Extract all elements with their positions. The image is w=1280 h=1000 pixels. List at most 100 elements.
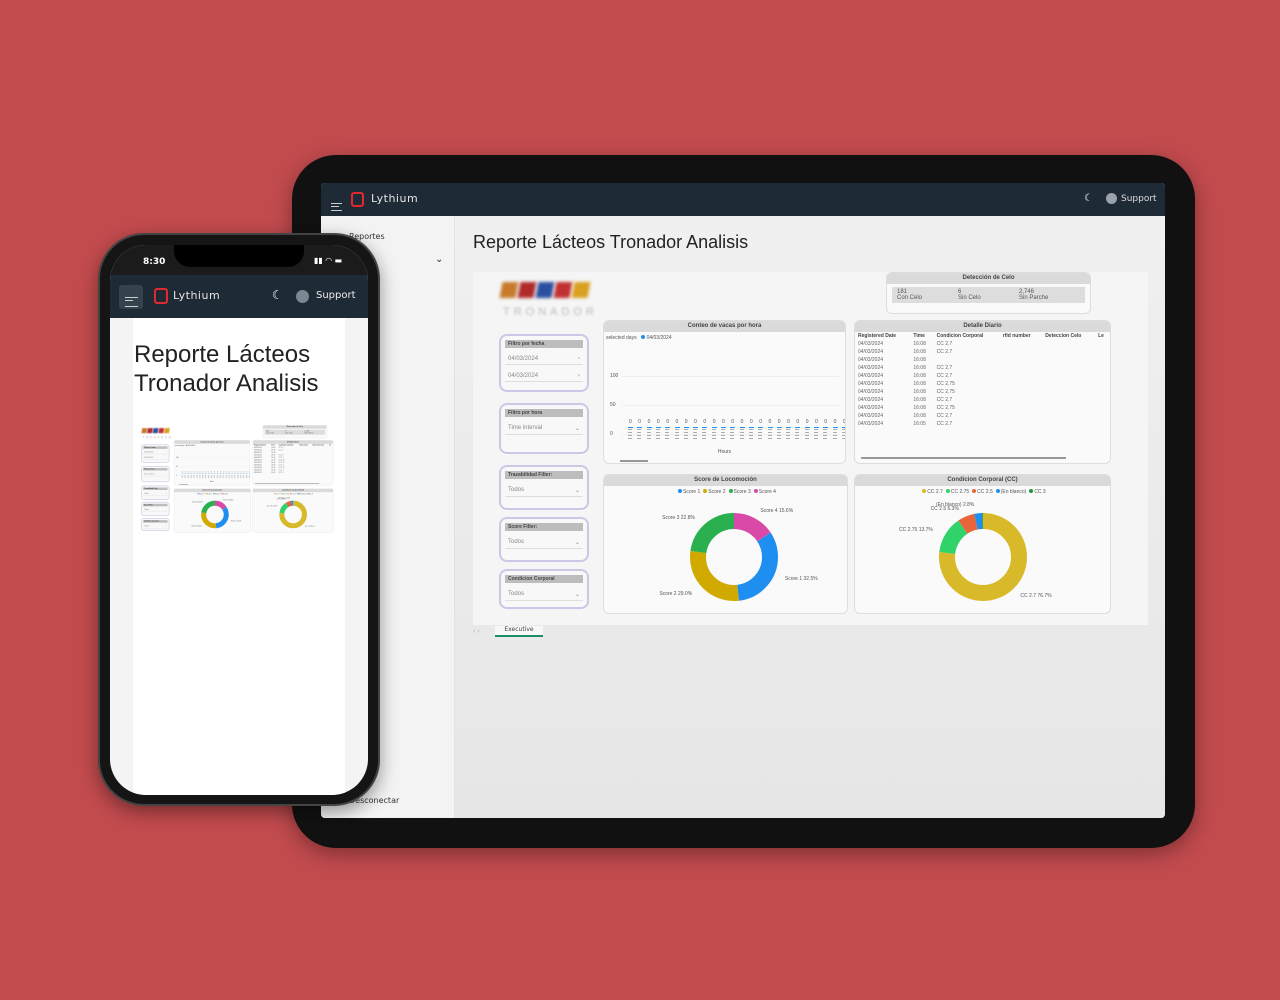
scrollbar[interactable]: [254, 483, 320, 484]
metric-label: Sin Celo: [285, 432, 293, 435]
donut-slice[interactable]: [279, 500, 307, 529]
scrollbar[interactable]: [861, 457, 1066, 459]
column-header[interactable]: Deteccion Celo: [312, 444, 325, 447]
scrollbar[interactable]: [179, 484, 188, 485]
chevron-down-icon[interactable]: ⌄: [435, 254, 444, 265]
tab-nav-arrows[interactable]: ‹ ›: [473, 628, 480, 635]
bar: [683, 427, 689, 428]
donut-slice[interactable]: [201, 500, 229, 529]
table-cell: 16:08: [271, 464, 276, 467]
column-header[interactable]: Condicion Corporal: [278, 444, 294, 447]
table-cell: [1000, 348, 1110, 356]
table-cell: 04/03/2024: [253, 466, 262, 469]
sidebar-item-desconectar[interactable]: Desconectar: [349, 796, 400, 805]
donut-slice[interactable]: [690, 513, 778, 601]
legend-item: CC 2.75: [950, 489, 970, 495]
table-cell: [1000, 412, 1110, 420]
support-link[interactable]: Support: [1121, 194, 1157, 204]
legend-label: selected days: [606, 335, 637, 341]
filter-value: 04/03/2024: [508, 373, 539, 379]
column-header[interactable]: Time: [913, 333, 925, 339]
table-cell: CC 2.7: [936, 349, 953, 355]
logo-shape: [535, 282, 555, 298]
bar: [693, 427, 699, 428]
table-row: 04/03/2024 16:08 CC 2.7: [253, 464, 333, 467]
x-tick-label: [181, 474, 183, 479]
x-tick-label: [776, 429, 781, 441]
menu-button[interactable]: [119, 285, 143, 309]
filter-dropdown[interactable]: Todos ⌄: [143, 508, 168, 512]
column-header[interactable]: Condicion Corporal: [936, 333, 984, 339]
x-tick-label: [196, 474, 198, 479]
legend-item: CC 3: [1034, 489, 1046, 495]
card-title: Conteo de vacas por hora: [174, 440, 250, 444]
table-cell: 16:08: [271, 466, 276, 469]
filter-dropdown[interactable]: Todos ⌄: [143, 492, 168, 496]
moon-icon[interactable]: ☾: [1084, 193, 1093, 204]
moon-icon[interactable]: ☾: [272, 288, 283, 302]
y-tick-label: 0: [610, 431, 613, 437]
filter-value: Todos: [143, 492, 150, 495]
date-input[interactable]: 04/03/2024 ▫: [143, 451, 168, 455]
x-tick-label: [628, 429, 632, 441]
chevron-down-icon: ⌄: [574, 592, 580, 598]
column-header[interactable]: Registered Date: [253, 444, 266, 447]
column-header[interactable]: Time: [271, 444, 275, 447]
sidebar-item-reportes[interactable]: Reportes: [349, 232, 385, 241]
table-cell: 04/03/2024: [253, 459, 262, 462]
celo-metric: 2,746 Sin Parche: [304, 430, 323, 434]
data-label: CC 2.5 6.3%: [930, 506, 959, 513]
menu-icon[interactable]: [331, 203, 342, 211]
scrollbar[interactable]: [620, 460, 648, 462]
column-header[interactable]: Le: [329, 444, 332, 447]
column-header[interactable]: rfid number: [299, 444, 309, 447]
filter-dropdown[interactable]: Todos ⌄: [505, 589, 583, 601]
x-tick-label: [225, 474, 227, 479]
donut-chart: [279, 500, 307, 529]
table-cell: CC 2.7: [278, 456, 284, 459]
donut-slice[interactable]: [201, 500, 229, 529]
table-cell: 04/03/2024: [858, 421, 884, 427]
x-tick-label: [205, 474, 207, 479]
filter-card: Filtro por hora Time interval ⌄: [141, 466, 170, 483]
logo-text: TRONADOR: [142, 435, 173, 440]
filter-dropdown[interactable]: Todos ⌄: [505, 485, 583, 497]
table-row: 04/03/2024 16:08 CC 2.7: [855, 412, 1110, 420]
x-tick-label: [240, 474, 242, 479]
column-header[interactable]: Registered Date: [858, 333, 897, 339]
card-title: Condicion Corporal (CC): [252, 488, 334, 493]
support-link[interactable]: Support: [316, 290, 356, 301]
table-cell: CC 2.7: [278, 471, 284, 474]
column-header[interactable]: Deteccion Celo: [1045, 333, 1082, 339]
table-cell: [1000, 364, 1110, 372]
column-header[interactable]: Le: [1098, 333, 1104, 339]
donut-slice[interactable]: [690, 513, 778, 601]
celo-card: Detección de Celo 181 Con Celo 6 Sin Celo 2,7…: [262, 425, 328, 439]
x-tick-label: [665, 429, 670, 441]
x-tick-label: [228, 474, 230, 479]
table-cell: 04/03/2024: [253, 449, 262, 452]
date-input[interactable]: 04/03/2024 ▫: [505, 371, 583, 382]
x-tick-label: [711, 429, 716, 441]
x-tick-label: [210, 474, 213, 479]
filter-label: Filtro por hora: [143, 468, 168, 471]
donut-slice[interactable]: [201, 500, 229, 529]
condicion-corporal-chart-card: Condicion Corporal (CC) CC 2.7 CC 2.75 CC 2…: [854, 474, 1111, 614]
table-cell: 16:05: [271, 471, 276, 474]
x-tick-label: [190, 474, 192, 479]
conteo-chart-card: Conteo de vacas por hora selected days 04/…: [173, 440, 251, 486]
date-input[interactable]: 04/03/2024 ▫: [505, 354, 583, 365]
bar: [730, 427, 736, 428]
donut-slice[interactable]: [690, 513, 778, 601]
filter-label: Condicion Corporal: [505, 575, 583, 583]
donut-slice[interactable]: [939, 513, 1027, 601]
column-header[interactable]: rfid number: [1002, 333, 1031, 339]
filter-dropdown[interactable]: Time interval ⌄: [505, 423, 583, 435]
filter-dropdown[interactable]: Todos ⌄: [505, 537, 583, 549]
table-cell: [1000, 396, 1110, 404]
tab-executive[interactable]: Executive: [495, 626, 543, 637]
date-input[interactable]: 04/03/2024 ▫: [143, 456, 168, 460]
table-row: 04/03/2024 16:08 CC 2.7: [855, 340, 1110, 348]
filter-dropdown[interactable]: Time interval ⌄: [143, 472, 168, 477]
filter-dropdown[interactable]: Todos ⌄: [143, 525, 168, 529]
